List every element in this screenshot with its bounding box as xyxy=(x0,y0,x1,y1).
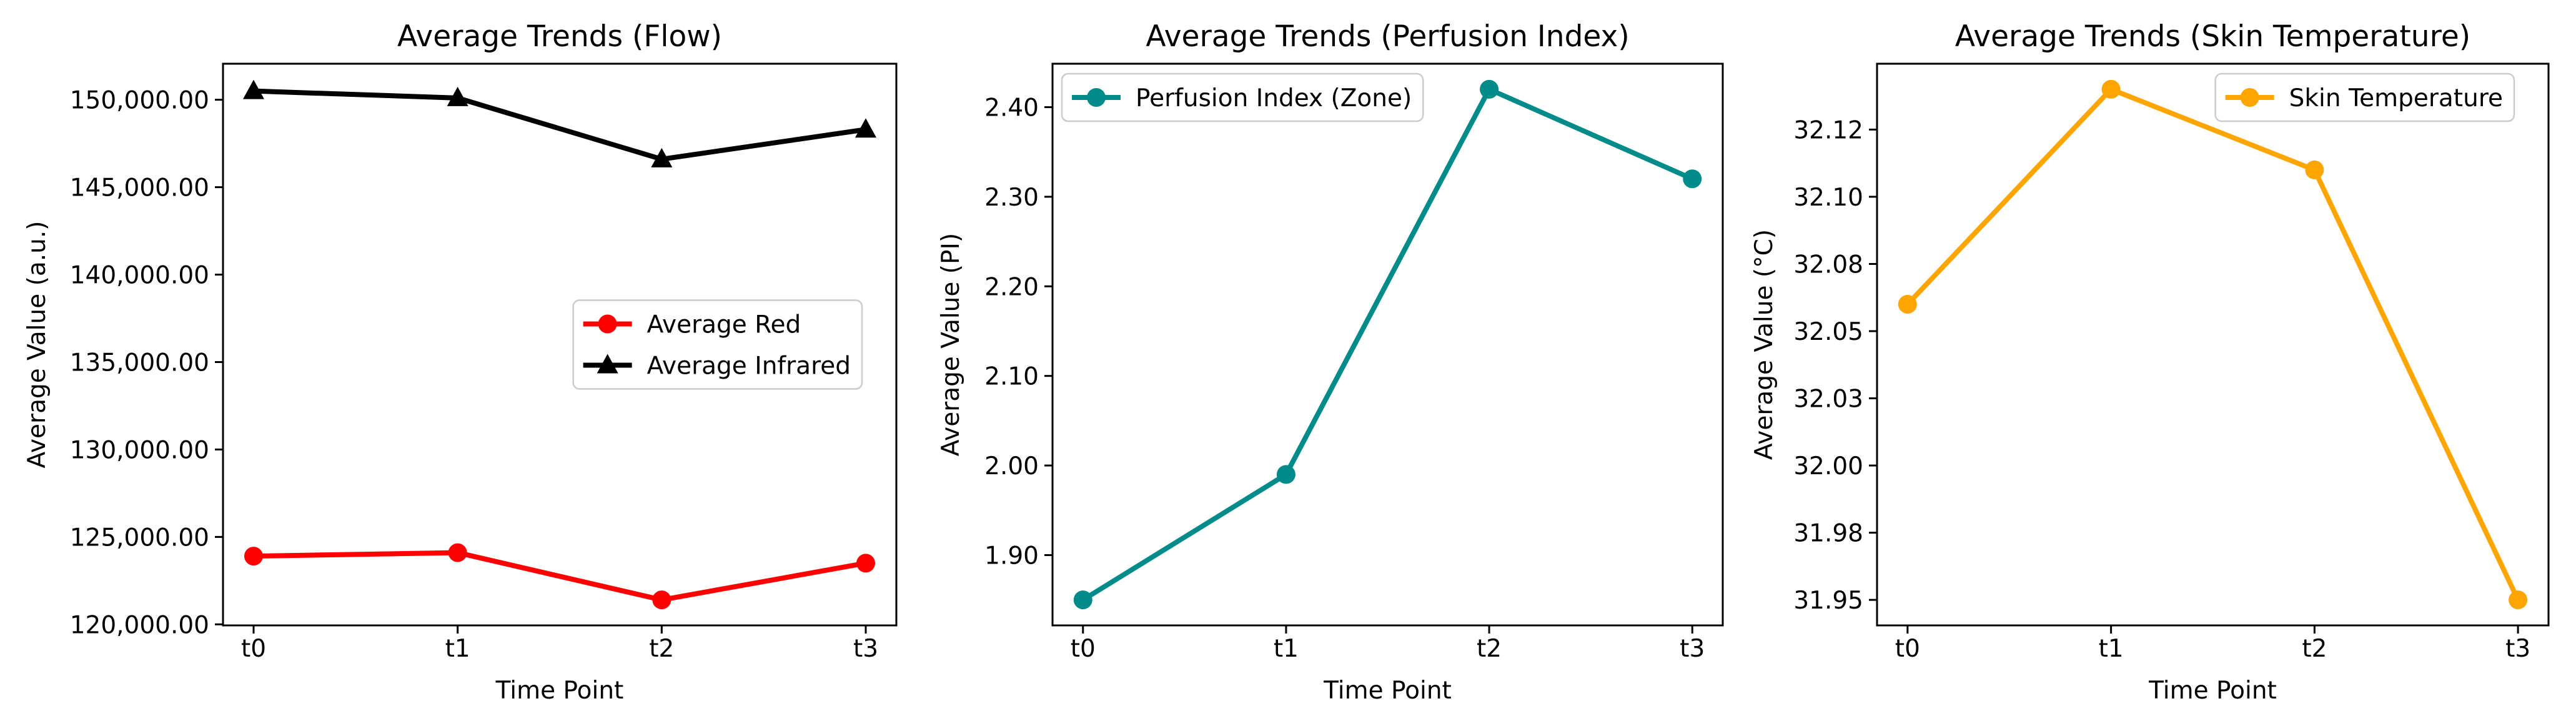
legend-item-average-red: Average Red xyxy=(583,311,801,339)
axes-frame xyxy=(222,62,898,627)
legend-label: Skin Temperature xyxy=(2289,84,2503,112)
y-tick-label: 2.40 xyxy=(984,94,1039,122)
y-tick-label: 31.95 xyxy=(1793,587,1863,615)
circle-marker-icon xyxy=(2509,590,2528,610)
triangle-marker-icon xyxy=(651,147,673,167)
circle-marker-icon xyxy=(1683,169,1702,189)
circle-marker-icon xyxy=(856,554,875,573)
y-tick-label: 1.90 xyxy=(984,542,1039,570)
legend-item-skin-temperature: Skin Temperature xyxy=(2225,84,2503,112)
x-tick-label: t3 xyxy=(853,635,878,663)
x-tick-label: t0 xyxy=(241,635,266,663)
legend-item-perfusion-index-zone: Perfusion Index (Zone) xyxy=(1072,84,1412,112)
y-tick-label: 32.00 xyxy=(1793,452,1863,480)
y-tick-label: 32.03 xyxy=(1793,385,1863,414)
flow-chart: 120,000.00 125,000.00 130,000.00 135,000.00… xyxy=(23,19,898,705)
y-tick-label: 140,000.00 xyxy=(70,262,209,290)
chart-title: Average Trends (Perfusion Index) xyxy=(1146,19,1629,54)
legend: Perfusion Index (Zone) xyxy=(1061,72,1424,122)
x-tick-label: t3 xyxy=(1680,635,1705,663)
y-axis-label: Average Value (°C) xyxy=(1750,229,1778,460)
y-tick-label: 130,000.00 xyxy=(70,436,209,464)
x-tick-label: t2 xyxy=(1477,635,1502,663)
circle-marker-icon xyxy=(1073,590,1092,610)
chart-title: Average Trends (Flow) xyxy=(397,19,722,54)
y-tick-label: 135,000.00 xyxy=(70,349,209,377)
series-line-perfusion-index-zone xyxy=(1080,86,1695,603)
y-tick-label: 32.12 xyxy=(1793,116,1863,144)
x-axis-label: Time Point xyxy=(2148,677,2277,705)
y-tick-label: 32.05 xyxy=(1793,318,1863,346)
x-tick-label: t0 xyxy=(1071,635,1096,663)
circle-marker-icon xyxy=(1276,465,1295,484)
circle-marker-icon xyxy=(652,590,671,610)
legend-circle-marker-icon xyxy=(598,314,617,334)
circle-marker-icon xyxy=(244,547,263,566)
circle-marker-icon xyxy=(2305,160,2324,179)
legend-circle-marker-icon xyxy=(2240,88,2259,107)
series-line-average-red xyxy=(251,550,868,603)
x-tick-label: t3 xyxy=(2505,635,2530,663)
y-tick-label: 150,000.00 xyxy=(70,87,209,115)
y-tick-label: 2.10 xyxy=(984,363,1039,391)
y-axis-label: Average Value (a.u.) xyxy=(23,221,51,469)
circle-marker-icon xyxy=(1480,79,1499,99)
x-tick-label: t1 xyxy=(1274,635,1299,663)
x-tick-label: t0 xyxy=(1895,635,1920,663)
x-tick-label: t1 xyxy=(2099,635,2124,663)
y-tick-label: 120,000.00 xyxy=(70,611,209,639)
triangle-marker-icon xyxy=(243,79,264,99)
chart-title: Average Trends (Skin Temperature) xyxy=(1955,19,2470,54)
x-axis-label: Time Point xyxy=(495,677,624,705)
series-line-skin-temperature xyxy=(1905,86,2521,603)
x-axis-label: Time Point xyxy=(1323,677,1452,705)
legend-box xyxy=(2214,72,2515,122)
axes-frame xyxy=(1051,62,1724,627)
legend-circle-marker-icon xyxy=(1087,88,1106,107)
y-tick-label: 2.00 xyxy=(984,452,1039,480)
legend: Average Red Average Infrared xyxy=(572,299,863,390)
triangle-marker-icon xyxy=(447,86,468,106)
x-tick-label: t2 xyxy=(649,635,674,663)
axes-frame xyxy=(1876,62,2550,627)
series-line-average-infrared xyxy=(251,88,868,162)
y-tick-label: 2.20 xyxy=(984,273,1039,301)
legend-box xyxy=(1061,72,1424,122)
y-tick-label: 2.30 xyxy=(984,184,1039,212)
legend-label: Perfusion Index (Zone) xyxy=(1136,84,1412,112)
x-tick-label: t2 xyxy=(2302,635,2327,663)
circle-marker-icon xyxy=(2101,79,2121,99)
perfusion-index-chart: 1.90 2.00 2.10 2.20 2.30 2.40 t0 t1 t2 t3 Average … xyxy=(937,19,1724,705)
y-tick-label: 32.10 xyxy=(1793,184,1863,212)
skin-temperature-chart: 31.95 31.98 32.00 32.03 32.05 32.08 32.10 32.12… xyxy=(1750,19,2550,705)
circle-marker-icon xyxy=(448,543,467,562)
legend-label: Average Red xyxy=(647,311,801,339)
legend-label: Average Infrared xyxy=(647,352,851,380)
legend-triangle-marker-icon xyxy=(597,354,618,374)
legend: Skin Temperature xyxy=(2214,72,2515,122)
x-tick-label: t1 xyxy=(445,635,470,663)
y-axis-label: Average Value (PI) xyxy=(937,233,965,457)
y-tick-label: 32.08 xyxy=(1793,251,1863,279)
triangle-marker-icon xyxy=(855,118,876,138)
legend-item-average-infrared: Average Infrared xyxy=(583,352,851,380)
y-tick-label: 31.98 xyxy=(1793,520,1863,548)
circle-marker-icon xyxy=(1898,294,1917,314)
y-tick-label: 125,000.00 xyxy=(70,524,209,552)
y-tick-label: 145,000.00 xyxy=(70,174,209,202)
legend-box xyxy=(572,299,863,390)
